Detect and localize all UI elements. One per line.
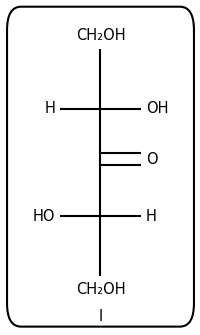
- Text: CH₂OH: CH₂OH: [75, 27, 125, 43]
- Text: O: O: [145, 152, 157, 166]
- Text: H: H: [44, 102, 55, 116]
- Text: OH: OH: [145, 102, 167, 116]
- Text: CH₂OH: CH₂OH: [75, 282, 125, 297]
- Text: HO: HO: [33, 209, 55, 223]
- Text: H: H: [145, 209, 156, 223]
- Text: I: I: [98, 309, 102, 324]
- FancyBboxPatch shape: [7, 7, 193, 327]
